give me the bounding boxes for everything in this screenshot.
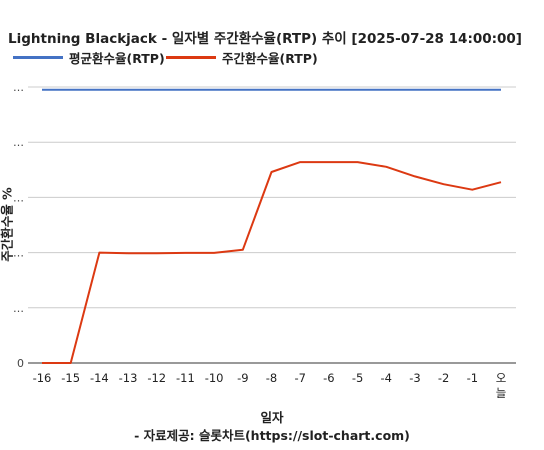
legend-swatch-average-rtp xyxy=(13,55,63,59)
x-tick-label: -14 xyxy=(90,371,109,385)
x-axis-label: 일자 xyxy=(260,410,284,425)
x-tick-label: 오 xyxy=(496,371,507,385)
source-credit: - 자료제공: 슬롯차트(https://slot-chart.com) xyxy=(134,428,410,443)
legend-item-average-rtp[interactable]: 평균환수율(RTP) xyxy=(13,48,165,66)
x-tick-label: -2 xyxy=(438,371,449,385)
x-tick-label: -5 xyxy=(352,371,363,385)
x-tick-label: -9 xyxy=(237,371,248,385)
y-tick-label: … xyxy=(13,247,24,260)
x-tick-label: -3 xyxy=(409,371,420,385)
legend-label-weekly-rtp: 주간환수율(RTP) xyxy=(222,50,318,66)
legend-swatch-weekly-rtp xyxy=(166,55,216,59)
y-tick-label: 0 xyxy=(17,357,24,370)
chart-title: Lightning Blackjack - 일자별 주간환수율(RTP) 추이 … xyxy=(8,31,522,47)
x-tick-label: -15 xyxy=(61,371,80,385)
y-axis-label: 주간환수율 % xyxy=(0,187,15,262)
x-tick-label: -7 xyxy=(294,371,305,385)
x-tick-label: 늘 xyxy=(496,386,507,400)
x-tick-label: -6 xyxy=(323,371,334,385)
y-tick-label: … xyxy=(13,81,24,94)
y-tick-label: … xyxy=(13,302,24,315)
x-tick-label: -4 xyxy=(381,371,392,385)
x-tick-label: -11 xyxy=(176,371,195,385)
x-tick-label: -8 xyxy=(266,371,277,385)
x-tick-label: -1 xyxy=(467,371,478,385)
series-line-weekly-rtp[interactable] xyxy=(42,161,502,364)
y-tick-label: … xyxy=(13,136,24,149)
legend-item-weekly-rtp[interactable]: 주간환수율(RTP) xyxy=(166,48,318,66)
legend-label-average-rtp: 평균환수율(RTP) xyxy=(69,50,165,66)
y-tick-label: … xyxy=(13,191,24,204)
x-tick-label: -13 xyxy=(119,371,138,385)
x-tick-label: -16 xyxy=(33,371,52,385)
x-tick-label: -10 xyxy=(205,371,224,385)
x-tick-label: -12 xyxy=(147,371,166,385)
